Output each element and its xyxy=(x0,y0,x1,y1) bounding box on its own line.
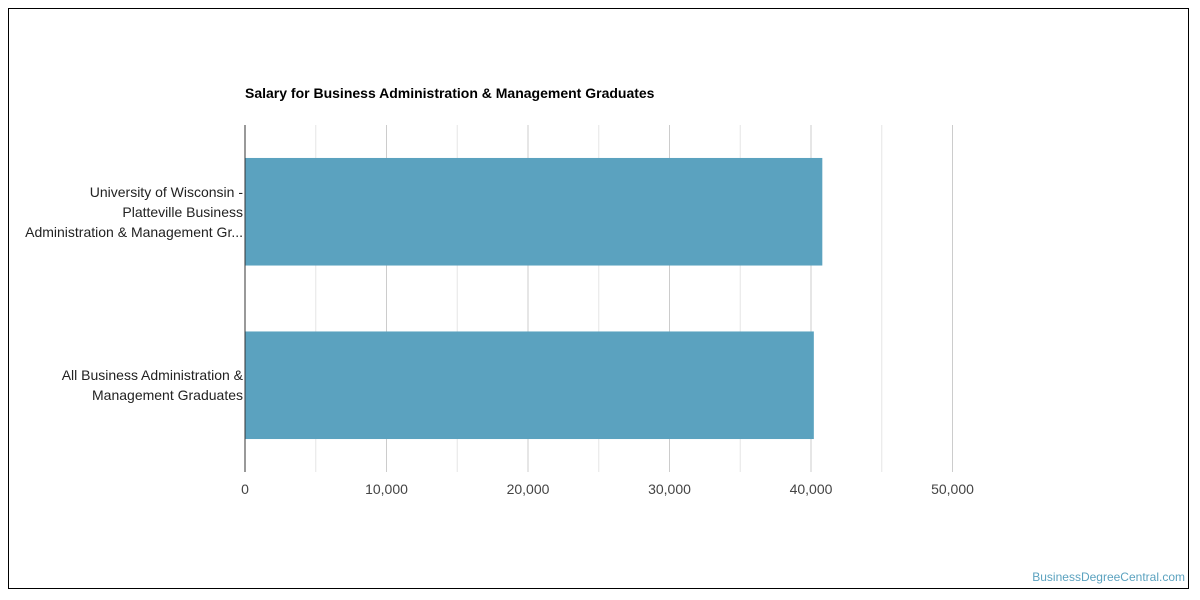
category-label-line: Platteville Business xyxy=(122,203,243,220)
category-label-1: All Business Administration & Management … xyxy=(3,365,243,405)
category-label-line: Administration & Management Gr... xyxy=(25,223,243,240)
category-label-line: University of Wisconsin - xyxy=(89,183,243,200)
x-tick-label: 30,000 xyxy=(648,481,691,497)
x-tick-label: 40,000 xyxy=(789,481,833,497)
chart-title: Salary for Business Administration & Man… xyxy=(245,85,655,101)
x-tick-label: 0 xyxy=(241,481,249,497)
category-label-line: All Business Administration & xyxy=(61,367,243,384)
x-tick-label: 10,000 xyxy=(365,481,408,497)
category-label-line: Management Graduates xyxy=(92,387,243,404)
bar-0 xyxy=(245,157,823,266)
x-tick-label: 20,000 xyxy=(506,481,550,497)
bar-1 xyxy=(245,331,814,440)
watermark: BusinessDegreeCentral.com xyxy=(1032,570,1185,584)
category-label-0: University of Wisconsin - Platteville Bus… xyxy=(3,182,243,242)
x-tick-label: 50,000 xyxy=(931,481,974,497)
